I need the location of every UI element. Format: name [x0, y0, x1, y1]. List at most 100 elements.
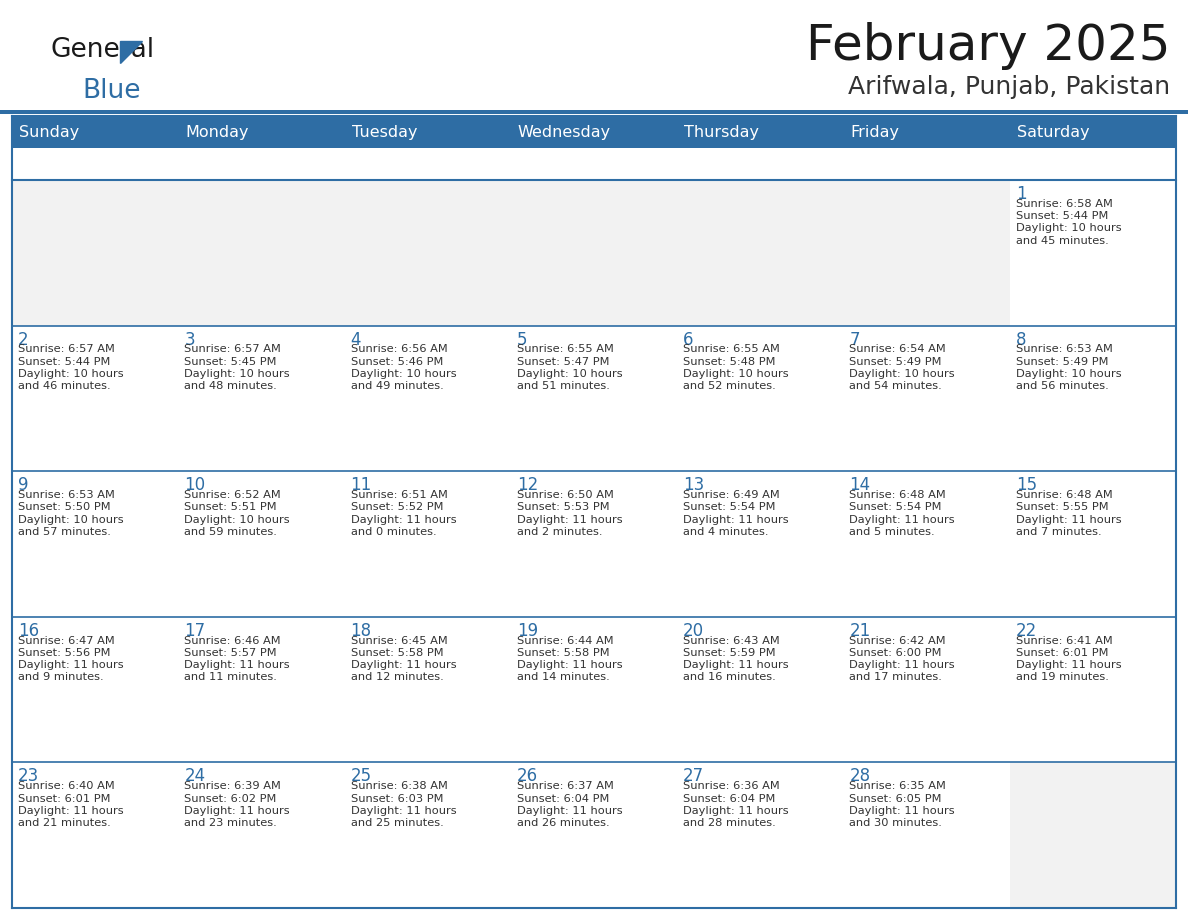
Text: Daylight: 10 hours: Daylight: 10 hours: [184, 515, 290, 524]
Text: Sunset: 5:49 PM: Sunset: 5:49 PM: [1016, 357, 1108, 366]
Text: 13: 13: [683, 476, 704, 494]
Text: Sunset: 5:58 PM: Sunset: 5:58 PM: [350, 648, 443, 658]
Text: Daylight: 10 hours: Daylight: 10 hours: [184, 369, 290, 379]
Text: 12: 12: [517, 476, 538, 494]
Text: 28: 28: [849, 767, 871, 786]
Bar: [12, 617, 178, 763]
Bar: [178, 617, 345, 763]
Text: and 2 minutes.: and 2 minutes.: [517, 527, 602, 537]
Bar: [677, 763, 843, 908]
Text: and 25 minutes.: and 25 minutes.: [350, 818, 443, 828]
Text: 25: 25: [350, 767, 372, 786]
Text: and 12 minutes.: and 12 minutes.: [350, 673, 443, 682]
Text: 6: 6: [683, 330, 694, 349]
Text: Sunset: 5:55 PM: Sunset: 5:55 PM: [1016, 502, 1108, 512]
Text: Sunrise: 6:49 AM: Sunrise: 6:49 AM: [683, 490, 779, 500]
Text: Sunset: 5:54 PM: Sunset: 5:54 PM: [683, 502, 776, 512]
Text: Sunrise: 6:52 AM: Sunrise: 6:52 AM: [184, 490, 282, 500]
Text: 4: 4: [350, 330, 361, 349]
Bar: [511, 471, 677, 617]
Bar: [511, 763, 677, 908]
Text: Sunset: 5:49 PM: Sunset: 5:49 PM: [849, 357, 942, 366]
Text: Sunrise: 6:55 AM: Sunrise: 6:55 AM: [517, 344, 614, 354]
Text: 20: 20: [683, 621, 704, 640]
Text: General: General: [50, 37, 154, 63]
Text: and 30 minutes.: and 30 minutes.: [849, 818, 942, 828]
Text: and 7 minutes.: and 7 minutes.: [1016, 527, 1101, 537]
Text: Sunrise: 6:54 AM: Sunrise: 6:54 AM: [849, 344, 946, 354]
Text: Sunrise: 6:43 AM: Sunrise: 6:43 AM: [683, 635, 779, 645]
Text: Sunrise: 6:37 AM: Sunrise: 6:37 AM: [517, 781, 614, 791]
Text: Sunset: 5:44 PM: Sunset: 5:44 PM: [18, 357, 110, 366]
Text: Sunrise: 6:44 AM: Sunrise: 6:44 AM: [517, 635, 613, 645]
Text: Sunrise: 6:51 AM: Sunrise: 6:51 AM: [350, 490, 448, 500]
Text: 15: 15: [1016, 476, 1037, 494]
Bar: [843, 180, 1010, 326]
Text: Sunset: 5:52 PM: Sunset: 5:52 PM: [350, 502, 443, 512]
Text: and 17 minutes.: and 17 minutes.: [849, 673, 942, 682]
Text: and 21 minutes.: and 21 minutes.: [18, 818, 110, 828]
Bar: [1010, 471, 1176, 617]
Text: Daylight: 10 hours: Daylight: 10 hours: [849, 369, 955, 379]
Bar: [677, 326, 843, 471]
Bar: [843, 763, 1010, 908]
Text: Sunset: 5:45 PM: Sunset: 5:45 PM: [184, 357, 277, 366]
Bar: [1010, 617, 1176, 763]
Bar: [1010, 471, 1176, 617]
Text: Wednesday: Wednesday: [518, 125, 611, 140]
Bar: [843, 763, 1010, 908]
Text: 24: 24: [184, 767, 206, 786]
Text: and 11 minutes.: and 11 minutes.: [184, 673, 277, 682]
Text: and 54 minutes.: and 54 minutes.: [849, 381, 942, 391]
Text: Sunrise: 6:39 AM: Sunrise: 6:39 AM: [184, 781, 282, 791]
Bar: [1010, 180, 1176, 326]
Text: Sunset: 6:01 PM: Sunset: 6:01 PM: [1016, 648, 1108, 658]
Bar: [1010, 180, 1176, 326]
Text: 11: 11: [350, 476, 372, 494]
Text: Daylight: 11 hours: Daylight: 11 hours: [1016, 515, 1121, 524]
Text: Sunset: 5:51 PM: Sunset: 5:51 PM: [184, 502, 277, 512]
Text: Friday: Friday: [851, 125, 899, 140]
Bar: [12, 617, 178, 763]
Bar: [0, 110, 1188, 114]
Text: Sunset: 6:04 PM: Sunset: 6:04 PM: [683, 793, 776, 803]
Text: Daylight: 11 hours: Daylight: 11 hours: [517, 660, 623, 670]
Text: and 49 minutes.: and 49 minutes.: [350, 381, 443, 391]
Text: Daylight: 11 hours: Daylight: 11 hours: [849, 806, 955, 816]
Text: Thursday: Thursday: [684, 125, 759, 140]
Text: Sunrise: 6:57 AM: Sunrise: 6:57 AM: [184, 344, 282, 354]
Text: Sunrise: 6:41 AM: Sunrise: 6:41 AM: [1016, 635, 1112, 645]
Text: Daylight: 11 hours: Daylight: 11 hours: [18, 660, 124, 670]
Text: Sunrise: 6:53 AM: Sunrise: 6:53 AM: [18, 490, 115, 500]
Bar: [12, 326, 178, 471]
Text: Daylight: 10 hours: Daylight: 10 hours: [18, 515, 124, 524]
Text: Sunrise: 6:36 AM: Sunrise: 6:36 AM: [683, 781, 779, 791]
Bar: [178, 763, 345, 908]
Bar: [677, 471, 843, 617]
Text: 8: 8: [1016, 330, 1026, 349]
Bar: [178, 617, 345, 763]
Text: Daylight: 10 hours: Daylight: 10 hours: [18, 369, 124, 379]
Text: 26: 26: [517, 767, 538, 786]
Bar: [843, 617, 1010, 763]
Text: 7: 7: [849, 330, 860, 349]
Text: and 52 minutes.: and 52 minutes.: [683, 381, 776, 391]
Bar: [1010, 326, 1176, 471]
Text: Sunrise: 6:58 AM: Sunrise: 6:58 AM: [1016, 199, 1113, 208]
Bar: [1010, 763, 1176, 908]
Bar: [345, 763, 511, 908]
Text: Sunset: 5:54 PM: Sunset: 5:54 PM: [849, 502, 942, 512]
Text: Daylight: 10 hours: Daylight: 10 hours: [1016, 369, 1121, 379]
Text: Sunset: 6:01 PM: Sunset: 6:01 PM: [18, 793, 110, 803]
Text: Daylight: 11 hours: Daylight: 11 hours: [683, 660, 789, 670]
Bar: [511, 326, 677, 471]
Text: Sunset: 5:48 PM: Sunset: 5:48 PM: [683, 357, 776, 366]
Text: Daylight: 10 hours: Daylight: 10 hours: [1016, 223, 1121, 233]
Text: 23: 23: [18, 767, 39, 786]
Text: Daylight: 11 hours: Daylight: 11 hours: [1016, 660, 1121, 670]
Bar: [677, 763, 843, 908]
Bar: [677, 326, 843, 471]
Bar: [345, 471, 511, 617]
Bar: [12, 471, 178, 617]
Text: 27: 27: [683, 767, 704, 786]
